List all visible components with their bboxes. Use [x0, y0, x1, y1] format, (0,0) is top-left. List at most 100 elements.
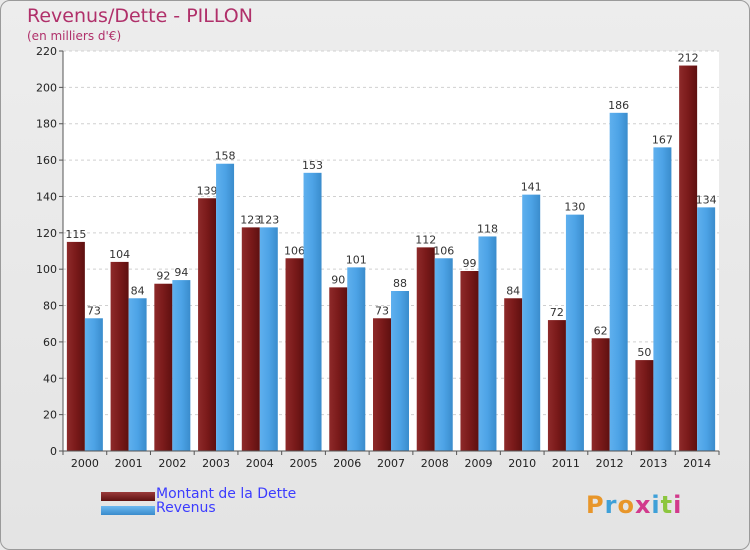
- x-tick-label: 2008: [421, 457, 449, 470]
- x-tick-label: 2004: [246, 457, 274, 470]
- bar-value-label: 62: [594, 324, 608, 337]
- logo-letter: r: [604, 491, 618, 519]
- x-tick-label: 2012: [596, 457, 624, 470]
- bar-revenus: [609, 112, 628, 452]
- bar-revenus: [303, 172, 322, 451]
- bar-revenus: [259, 227, 278, 451]
- bar-revenus: [391, 291, 409, 451]
- bar-value-label: 84: [506, 284, 520, 297]
- logo-letter: o: [617, 491, 635, 519]
- logo-letter: i: [651, 491, 661, 519]
- bar-value-label: 158: [215, 150, 236, 163]
- x-tick-label: 2001: [115, 457, 143, 470]
- bar-value-label: 99: [462, 257, 476, 270]
- x-tick-label: 2014: [683, 457, 711, 470]
- bar-dette: [504, 298, 523, 451]
- bar-dette: [154, 283, 173, 451]
- bar-value-label: 90: [331, 273, 345, 286]
- bar-value-label: 115: [65, 228, 86, 241]
- bar-value-label: 94: [174, 266, 188, 279]
- x-tick-label: 2010: [508, 457, 536, 470]
- bar-dette: [591, 338, 610, 451]
- bar-dette: [329, 287, 348, 451]
- bar-value-label: 212: [678, 52, 699, 65]
- bar-revenus: [128, 298, 147, 451]
- legend-swatch-revenus: [101, 506, 155, 515]
- bar-revenus: [434, 258, 453, 451]
- bar-revenus: [172, 280, 191, 451]
- bar-value-label: 73: [375, 304, 389, 317]
- y-tick-label: 40: [43, 372, 57, 385]
- x-tick-label: 2005: [290, 457, 318, 470]
- axes-group: 0 20 40 60 80 100 120 140 160 180 200 220 2000 2001 20…: [36, 45, 720, 470]
- y-tick-label: 160: [36, 154, 57, 167]
- bar-value-label: 92: [156, 270, 170, 283]
- bar-revenus: [84, 318, 103, 451]
- y-tick-label: 140: [36, 190, 57, 203]
- chart-title: Revenus/Dette - PILLON: [27, 5, 253, 27]
- bar-value-label: 88: [393, 277, 407, 290]
- bar-dette: [198, 198, 217, 451]
- bar-value-label: 153: [302, 159, 323, 172]
- bar-dette: [635, 360, 654, 451]
- y-tick-label: 120: [36, 227, 57, 240]
- x-tick-label: 2003: [202, 457, 230, 470]
- x-tick-label: 2007: [377, 457, 405, 470]
- bar-dette: [66, 241, 85, 451]
- bar-value-label: 50: [637, 346, 651, 359]
- logo-letter: x: [634, 491, 652, 519]
- chart-subtitle: (en milliers d'€): [27, 29, 122, 43]
- y-tick-label: 60: [43, 336, 57, 349]
- bar-revenus: [347, 267, 366, 451]
- logo-letter: i: [673, 491, 683, 519]
- logo-letter: P: [586, 491, 605, 519]
- y-tick-label: 180: [36, 118, 57, 131]
- bar-revenus: [697, 207, 716, 451]
- y-tick-label: 0: [50, 445, 57, 458]
- bar-dette: [460, 271, 479, 451]
- bar-value-label: 139: [197, 184, 218, 197]
- bar-value-label: 167: [652, 133, 673, 146]
- x-tick-label: 2002: [158, 457, 186, 470]
- bar-dette: [679, 65, 698, 451]
- bar-dette: [241, 227, 260, 451]
- bar-value-label: 106: [284, 244, 305, 257]
- bar-value-label: 123: [258, 213, 279, 226]
- bar-value-label: 141: [521, 181, 542, 194]
- bar-value-label: 72: [550, 306, 564, 319]
- bar-dette: [285, 258, 304, 451]
- bar-revenus: [522, 194, 541, 452]
- bar-dette: [416, 247, 435, 451]
- bar-revenus: [565, 214, 584, 451]
- y-tick-label: 200: [36, 81, 57, 94]
- y-tick-label: 100: [36, 263, 57, 276]
- legend-label-dette: Montant de la Dette: [156, 486, 297, 502]
- bar-value-label: 106: [433, 244, 454, 257]
- y-tick-label: 20: [43, 409, 57, 422]
- proxiti-logo: Proxiti: [586, 491, 682, 519]
- bar-dette: [110, 261, 129, 451]
- bar-value-label: 84: [131, 284, 145, 297]
- bar-revenus: [653, 147, 672, 451]
- bar-dette: [547, 320, 566, 451]
- bar-value-label: 112: [415, 233, 436, 246]
- logo-letter: t: [660, 491, 674, 519]
- x-tick-label: 2013: [639, 457, 667, 470]
- bar-revenus: [216, 163, 235, 451]
- bar-value-label: 101: [346, 253, 367, 266]
- x-tick-label: 2006: [333, 457, 361, 470]
- legend-swatch-dette: [101, 492, 155, 501]
- bar-value-label: 118: [477, 222, 498, 235]
- bar-value-label: 134: [696, 193, 717, 206]
- y-tick-label: 80: [43, 300, 57, 313]
- y-tick-label: 220: [36, 45, 57, 58]
- bar-value-label: 130: [564, 201, 585, 214]
- x-tick-label: 2009: [464, 457, 492, 470]
- x-tick-label: 2000: [71, 457, 99, 470]
- bar-revenus: [478, 236, 497, 451]
- legend-label-revenus: Revenus: [156, 500, 216, 516]
- bar-value-label: 73: [87, 304, 101, 317]
